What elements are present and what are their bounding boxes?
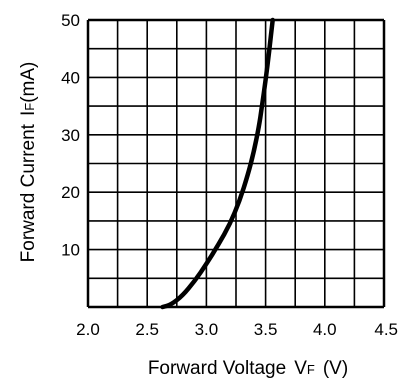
y-tick-label: 50 <box>61 11 80 30</box>
x-axis-symbol: V <box>294 358 307 379</box>
x-axis-symbol-subscript: F <box>307 362 315 377</box>
x-tick-label: 4.5 <box>374 320 398 339</box>
y-axis-symbol-subscript: F <box>22 103 37 111</box>
x-tick-label: 4.0 <box>313 320 337 339</box>
x-axis-title-text: Forward Voltage <box>148 358 286 379</box>
y-tick-label: 20 <box>61 183 80 202</box>
x-axis-unit: (V) <box>323 358 348 379</box>
y-tick-label: 10 <box>61 241 80 260</box>
x-tick-labels: 2.0 2.5 3.0 3.5 4.0 4.5 <box>76 320 398 339</box>
y-tick-labels: 10 20 30 40 50 <box>61 11 80 260</box>
y-tick-label: 30 <box>61 126 80 145</box>
y-axis-unit: (mA) <box>18 62 39 103</box>
x-tick-label: 3.0 <box>195 320 219 339</box>
y-axis-title: Forward CurrentIF(mA) <box>18 62 39 263</box>
x-axis-title: Forward Voltage VF (V) <box>148 358 348 379</box>
y-tick-label: 40 <box>61 68 80 87</box>
x-tick-label: 2.0 <box>76 320 100 339</box>
grid <box>88 20 384 307</box>
y-axis-title-text: Forward Current <box>18 123 39 262</box>
x-tick-label: 3.5 <box>254 320 278 339</box>
x-tick-label: 2.5 <box>135 320 159 339</box>
